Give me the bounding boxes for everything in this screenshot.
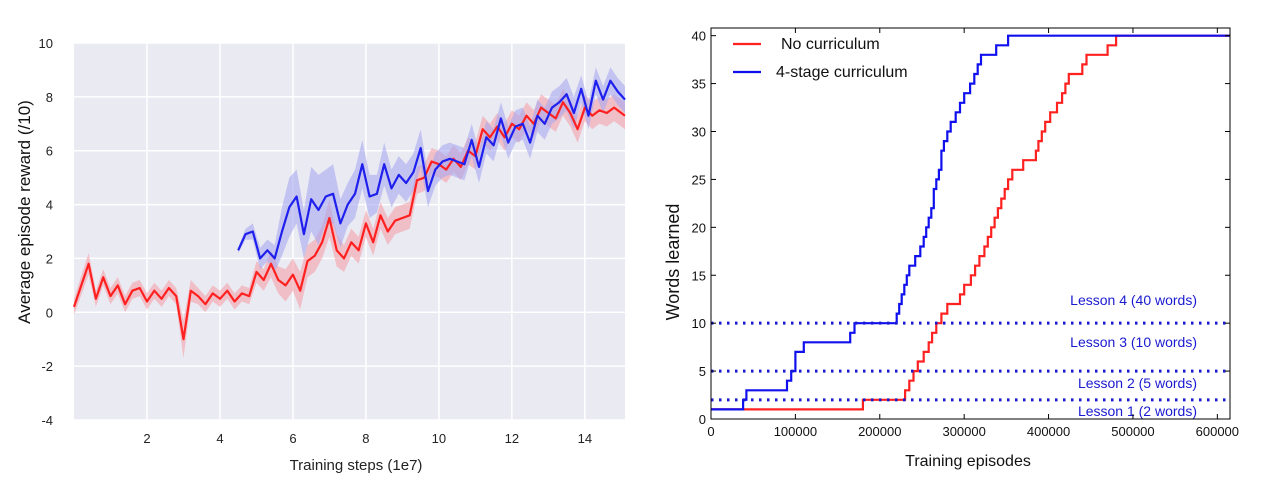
- left-series-1-line: [237, 79, 626, 260]
- left-x-tick-label-3: 8: [362, 431, 369, 446]
- right-reference-lines: [711, 321, 1230, 402]
- legend-label-0: No curriculum: [781, 36, 880, 53]
- reference-label-2: Lesson 2 (5 words): [1078, 375, 1197, 391]
- right-plot-frame: [710, 27, 1231, 420]
- right-x-tick-label-0: 0: [707, 424, 714, 439]
- left-y-tick-label-0: -4: [41, 413, 53, 428]
- right-x-ticks: 0 100000 200000 300000 400000 500000 600000: [707, 28, 1239, 439]
- right-series-lines: [711, 34, 1230, 411]
- left-x-axis-label: Training steps (1e7): [290, 457, 423, 474]
- legend-label-1: 4-stage curriculum: [776, 64, 908, 81]
- right-x-tick-label-3: 300000: [942, 424, 985, 439]
- right-reference-labels: Lesson 4 (40 words) Lesson 3 (10 words) Le…: [1070, 292, 1197, 419]
- left-x-tick-label-1: 4: [216, 431, 223, 446]
- left-series-0-band: [74, 88, 625, 359]
- left-chart: -4 -2 0 2 4 6 8 10 2 4 6 8 10 12 14 Training steps (1…: [15, 36, 626, 474]
- right-y-tick-label-3: 15: [692, 268, 706, 283]
- right-chart: Lesson 4 (40 words) Lesson 3 (10 words) Le…: [663, 27, 1239, 470]
- right-y-tick-label-5: 25: [692, 172, 706, 187]
- left-x-tick-label-6: 14: [578, 431, 592, 446]
- left-y-axis-label: Average episode reward (/10): [15, 100, 34, 324]
- left-x-tick-label-4: 10: [432, 431, 446, 446]
- left-series-1-band: [238, 67, 625, 272]
- right-y-tick-label-6: 30: [692, 125, 706, 140]
- left-confidence-bands: [74, 67, 625, 359]
- left-x-tick-label-2: 6: [289, 431, 296, 446]
- right-y-tick-label-7: 35: [692, 77, 706, 92]
- right-series-0-line: [711, 34, 1230, 411]
- left-y-tick-labels: -4 -2 0 2 4 6 8 10: [39, 36, 53, 428]
- left-y-tick-label-1: -2: [41, 359, 53, 374]
- left-y-tick-label-3: 2: [46, 251, 53, 266]
- left-y-tick-label-6: 8: [46, 90, 53, 105]
- reference-label-1: Lesson 3 (10 words): [1070, 334, 1197, 350]
- right-x-tick-label-2: 200000: [858, 424, 901, 439]
- right-y-tick-label-0: 0: [699, 412, 706, 427]
- reference-label-0: Lesson 4 (40 words): [1070, 292, 1197, 308]
- right-x-tick-label-1: 100000: [774, 424, 817, 439]
- left-series-0-line: [72, 101, 626, 341]
- left-y-tick-label-4: 4: [46, 198, 53, 213]
- right-x-tick-label-6: 600000: [1196, 424, 1239, 439]
- right-x-tick-label-4: 400000: [1027, 424, 1070, 439]
- left-x-tick-label-5: 12: [505, 431, 519, 446]
- reference-label-3: Lesson 1 (2 words): [1078, 403, 1197, 419]
- right-x-tick-label-5: 500000: [1111, 424, 1154, 439]
- right-legend: No curriculum 4-stage curriculum: [733, 36, 908, 81]
- left-y-tick-label-5: 6: [46, 144, 53, 159]
- right-y-tick-label-2: 10: [692, 316, 706, 331]
- right-x-axis-label: Training episodes: [905, 453, 1031, 470]
- left-series-lines: [72, 79, 626, 341]
- left-x-tick-labels: 2 4 6 8 10 12 14: [143, 431, 592, 446]
- left-y-tick-label-7: 10: [39, 36, 53, 51]
- left-x-tick-label-0: 2: [143, 431, 150, 446]
- right-y-axis-label: Words learned: [663, 204, 683, 321]
- right-y-tick-label-8: 40: [692, 29, 706, 44]
- left-plot-area: [74, 43, 625, 420]
- right-series-1-line: [711, 34, 1230, 411]
- right-y-tick-label-1: 5: [699, 364, 706, 379]
- right-y-ticks: 0 5 10 15 20 25 30 35 40: [692, 29, 1230, 427]
- right-y-tick-label-4: 20: [692, 220, 706, 235]
- left-y-tick-label-2: 0: [46, 305, 53, 320]
